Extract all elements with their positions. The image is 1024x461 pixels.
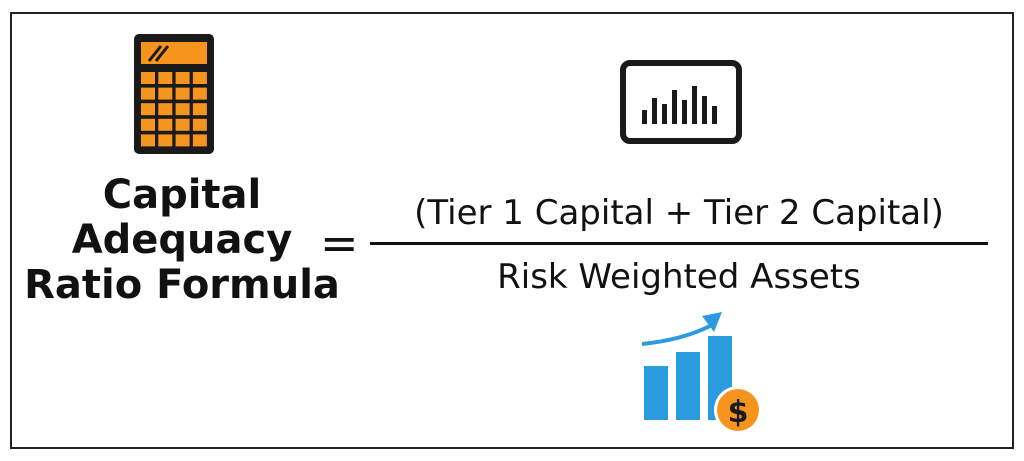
formula-numerator: (Tier 1 Capital + Tier 2 Capital) [414, 193, 944, 233]
calculator-key [158, 72, 173, 84]
fraction-bar [370, 242, 988, 245]
calculator-key [175, 103, 190, 116]
dollar-sign: $ [728, 395, 749, 430]
calculator-key [175, 118, 190, 131]
calculator-key [141, 103, 155, 116]
calculator-key [141, 72, 155, 84]
calculator-key [175, 134, 190, 147]
formula-name-line-3: Ratio Formula [24, 262, 340, 308]
calculator-key [175, 87, 190, 100]
bar-chart-monitor-icon [620, 60, 742, 144]
calculator-key [175, 72, 190, 84]
calculator-key [158, 118, 173, 131]
calculator-key [141, 118, 155, 131]
formula-denominator: Risk Weighted Assets [497, 257, 861, 297]
equals-sign: = [320, 216, 359, 270]
calculator-key [192, 72, 207, 84]
calculator-key [192, 118, 207, 131]
calculator-key [141, 87, 155, 100]
calculator-key [158, 134, 173, 147]
calculator-key [192, 103, 207, 116]
formula-name-line-2: Adequacy [71, 217, 293, 263]
calculator-key [141, 134, 155, 147]
formula-name-line-1: Capital [102, 172, 262, 218]
formula-name: Capital Adequacy Ratio Formula [22, 173, 342, 308]
calculator-key [192, 87, 207, 100]
calculator-key [192, 134, 207, 147]
growth-chart-dollar-icon: $ [641, 312, 762, 434]
calculator-icon [134, 34, 214, 154]
calculator-key [158, 103, 173, 116]
dollar-coin-icon [717, 389, 759, 431]
calculator-key [158, 87, 173, 100]
